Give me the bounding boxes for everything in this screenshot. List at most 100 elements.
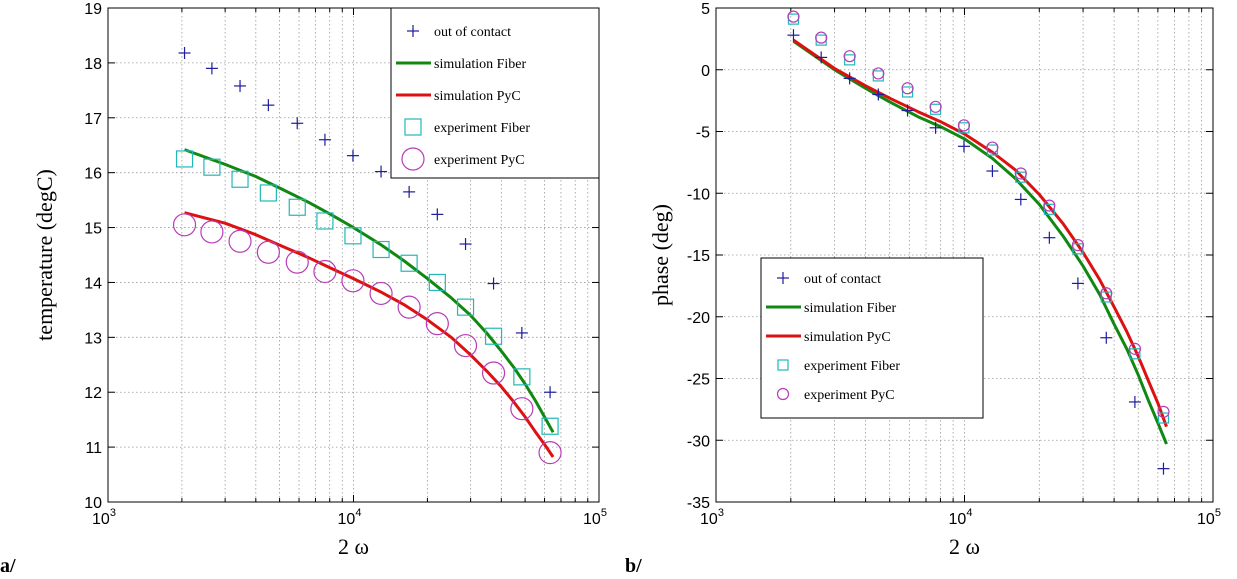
legend-label: simulation Fiber <box>804 301 897 316</box>
data-point <box>1071 239 1085 252</box>
y-tick-label: -5 <box>696 125 710 142</box>
y-tick-label: 14 <box>84 275 102 292</box>
data-point <box>259 184 277 202</box>
data-point <box>1014 193 1027 206</box>
data-point <box>957 119 971 132</box>
data-point <box>341 269 365 293</box>
data-point <box>459 238 472 251</box>
data-point <box>787 10 800 23</box>
legend-label: experiment Fiber <box>804 359 900 374</box>
data-point <box>256 240 280 264</box>
data-point <box>1071 277 1084 290</box>
data-point <box>375 165 388 178</box>
data-point <box>1043 199 1056 212</box>
data-point <box>929 100 942 113</box>
y-tick-label: 12 <box>84 385 102 402</box>
data-point <box>986 141 999 154</box>
series-line-simulation-fiber <box>792 40 1168 445</box>
data-point <box>929 121 942 134</box>
data-point <box>369 281 393 306</box>
data-point <box>285 250 309 274</box>
data-point <box>843 72 856 85</box>
data-point <box>844 54 856 66</box>
data-point <box>453 333 478 358</box>
y-tick-label: 15 <box>84 221 102 238</box>
axes-box <box>715 7 1214 503</box>
data-point <box>815 31 828 44</box>
data-point <box>234 79 247 92</box>
data-point <box>487 277 500 290</box>
data-point <box>262 99 275 112</box>
legend-label: simulation PyC <box>434 89 521 104</box>
data-point <box>1043 231 1056 244</box>
data-point <box>313 259 337 284</box>
data-point <box>1100 331 1113 344</box>
legend-box <box>760 257 984 419</box>
data-point <box>291 117 304 130</box>
series-out-of-contact <box>178 47 557 399</box>
data-point <box>288 198 306 216</box>
legend-label: experiment Fiber <box>434 121 530 136</box>
data-point <box>428 273 446 292</box>
data-point <box>815 51 828 64</box>
data-point <box>1128 342 1142 355</box>
y-tick-label: -35 <box>687 495 710 512</box>
data-point <box>178 47 191 60</box>
series-group <box>787 10 1170 475</box>
x-tick-label: 104 <box>949 507 973 528</box>
x-tick-label: 105 <box>583 507 607 528</box>
data-point <box>372 240 390 259</box>
y-tick-label: 18 <box>84 56 102 73</box>
data-point <box>872 67 885 80</box>
series-experiment-pyc <box>172 213 562 465</box>
data-point <box>986 165 999 178</box>
data-point <box>403 185 416 198</box>
y-axis-label: temperature (degC) <box>32 169 57 341</box>
data-point <box>1014 167 1027 180</box>
legend-swatch-marker <box>777 272 789 284</box>
legend-label: simulation PyC <box>804 330 891 345</box>
data-point <box>843 50 856 63</box>
data-point <box>346 149 359 162</box>
data-point <box>431 208 444 221</box>
legend-swatch-marker <box>404 118 422 136</box>
data-point <box>1100 291 1112 303</box>
data-point <box>513 368 531 386</box>
data-point <box>901 104 914 117</box>
data-point <box>538 441 562 465</box>
data-point <box>510 397 534 421</box>
y-tick-label: 16 <box>84 166 102 183</box>
y-tick-label: 13 <box>84 330 102 347</box>
data-point <box>318 133 331 146</box>
data-point <box>901 82 914 95</box>
x-tick-label: 105 <box>1197 507 1221 528</box>
data-point <box>1100 287 1113 300</box>
legend-label: out of contact <box>434 25 511 40</box>
y-tick-label: -15 <box>687 248 710 265</box>
series-group <box>172 47 562 465</box>
data-point <box>1129 348 1141 360</box>
data-point <box>1043 203 1055 215</box>
y-tick-label: 10 <box>84 495 102 512</box>
y-tick-label: 0 <box>701 63 710 80</box>
data-point <box>515 326 528 339</box>
chart-temperature: 10 11 12 13 14 15 16 17 18 19 103 104 105 2 ω temperat… <box>32 1 607 559</box>
data-point <box>481 361 506 385</box>
legend-swatch-marker <box>401 147 425 171</box>
x-tick-label: 103 <box>700 507 724 528</box>
data-point <box>484 327 503 345</box>
series-experiment-fiber <box>175 150 559 435</box>
data-point <box>957 140 970 153</box>
series-line-simulation-pyc <box>792 38 1168 428</box>
series-experiment-pyc <box>787 10 1170 418</box>
y-tick-label: -25 <box>687 372 710 389</box>
data-point <box>316 212 334 230</box>
legend: out of contact simulation Fiber simulation… <box>760 257 984 419</box>
data-point <box>541 417 559 435</box>
legend-box <box>390 7 600 179</box>
data-point <box>205 62 218 75</box>
data-point <box>1015 171 1027 183</box>
legend-label: out of contact <box>804 272 881 287</box>
y-axis-label: phase (deg) <box>648 204 673 306</box>
x-tick-label: 104 <box>338 507 362 528</box>
